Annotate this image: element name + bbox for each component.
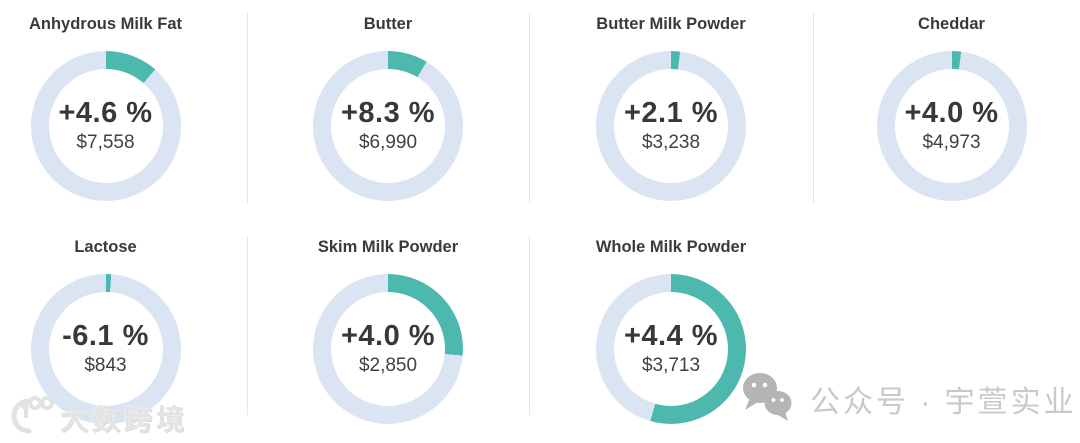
product-title: Lactose xyxy=(74,238,137,256)
price-value: $7,558 xyxy=(76,132,135,153)
product-card-lactose: Lactose -6.1 % $843 xyxy=(0,237,229,424)
column-divider xyxy=(247,236,248,415)
donut-chart: +2.1 % $3,238 xyxy=(596,51,746,201)
change-percent: +2.1 % xyxy=(623,97,719,129)
product-card-butter-milk-powder: Butter Milk Powder +2.1 % $3,238 xyxy=(529,14,813,201)
donut-chart: +4.6 % $7,558 xyxy=(30,51,181,201)
column-divider xyxy=(529,236,530,415)
donut-chart: +4.0 % $4,973 xyxy=(876,51,1027,201)
donut-chart: +4.4 % $3,713 xyxy=(596,274,746,424)
donut-center: +2.1 % $3,238 xyxy=(614,69,728,183)
product-title: Skim Milk Powder xyxy=(317,238,459,256)
donut-chart: +8.3 % $6,990 xyxy=(313,51,463,201)
product-card-anhydrous-milk-fat: Anhydrous Milk Fat +4.6 % $7,558 xyxy=(0,14,229,201)
price-value: $3,713 xyxy=(641,355,701,376)
product-title: Cheddar xyxy=(918,15,985,33)
change-percent: -6.1 % xyxy=(62,320,149,352)
donut-center: +4.4 % $3,713 xyxy=(614,292,728,406)
column-divider xyxy=(247,13,248,203)
donut-center: +4.6 % $7,558 xyxy=(48,69,163,183)
price-value: $843 xyxy=(84,355,127,376)
price-value: $6,990 xyxy=(358,132,418,153)
change-percent: +4.4 % xyxy=(623,320,719,352)
product-title: Whole Milk Powder xyxy=(595,238,747,256)
price-value: $4,973 xyxy=(922,132,981,153)
donut-row-2: Lactose -6.1 % $843 Skim Milk Powder +4.… xyxy=(0,237,1080,424)
donut-center: -6.1 % $843 xyxy=(48,292,163,406)
change-percent: +4.0 % xyxy=(904,97,999,129)
price-value: $2,850 xyxy=(358,355,418,376)
donut-center: +4.0 % $4,973 xyxy=(894,69,1009,183)
price-value: $3,238 xyxy=(641,132,701,153)
donut-center: +4.0 % $2,850 xyxy=(331,292,445,406)
product-card-cheddar: Cheddar +4.0 % $4,973 xyxy=(818,14,1080,201)
column-divider xyxy=(813,13,814,203)
donut-center: +8.3 % $6,990 xyxy=(331,69,445,183)
change-percent: +4.0 % xyxy=(340,320,436,352)
product-title: Butter xyxy=(363,15,413,33)
product-card-butter: Butter +8.3 % $6,990 xyxy=(247,14,529,201)
product-title: Butter Milk Powder xyxy=(596,15,746,33)
donut-chart: +4.0 % $2,850 xyxy=(313,274,463,424)
donut-chart: -6.1 % $843 xyxy=(30,274,181,424)
product-title: Anhydrous Milk Fat xyxy=(28,15,183,33)
product-card-whole-milk-powder: Whole Milk Powder +4.4 % $3,713 xyxy=(529,237,813,424)
donut-row-1: Anhydrous Milk Fat +4.6 % $7,558 Butter … xyxy=(0,14,1080,201)
change-percent: +8.3 % xyxy=(340,97,436,129)
column-divider xyxy=(529,13,530,203)
product-card-skim-milk-powder: Skim Milk Powder +4.0 % $2,850 xyxy=(247,237,529,424)
change-percent: +4.6 % xyxy=(58,97,153,129)
